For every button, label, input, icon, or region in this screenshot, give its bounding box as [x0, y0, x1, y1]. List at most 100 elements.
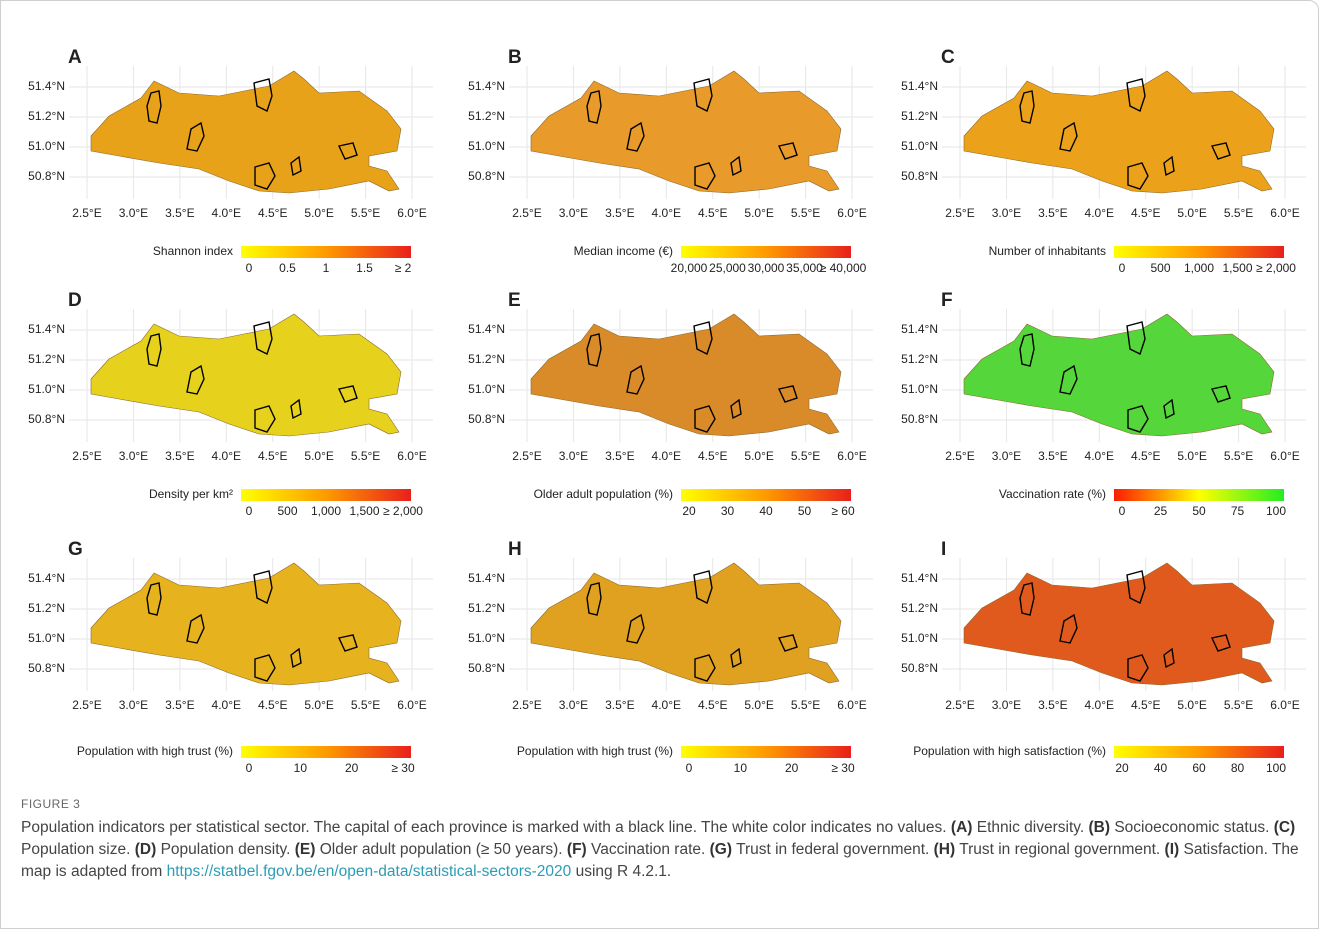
caption-key: (H) [933, 841, 956, 858]
legend-tick: 25,000 [709, 261, 746, 275]
lat-label: 51.2°N [28, 352, 65, 366]
lat-label: 50.8°N [28, 661, 65, 675]
map-panel: I51.4°N 51.2°N 51.0°N 50.8°N 2.5°E 3.0°E 3.5°E… [901, 539, 1306, 775]
lat-label: 51.2°N [901, 109, 938, 123]
legend-tick: 100 [1266, 504, 1286, 518]
capital-outline [626, 364, 645, 395]
caption-item: Older adult population (≥ 50 years). [319, 841, 563, 858]
legend-tick: 10 [294, 761, 308, 775]
lon-label: 5.5°E [351, 449, 380, 463]
capital-outline [693, 570, 713, 604]
lon-label: 5.0°E [744, 206, 773, 220]
lat-label: 51.2°N [901, 601, 938, 615]
capital-outline [586, 90, 602, 124]
lon-label: 4.0°E [212, 698, 241, 712]
legend-tick: 75 [1231, 504, 1245, 518]
lon-label: 3.5°E [605, 449, 634, 463]
lat-label: 51.4°N [901, 322, 938, 336]
capital-outline [1127, 654, 1149, 682]
caption-key: (C) [1273, 819, 1296, 836]
caption-key: (D) [134, 841, 157, 858]
capital-outline [730, 647, 742, 669]
lon-label: 6.0°E [397, 698, 426, 712]
source-suffix: using R 4.2.1. [575, 863, 672, 880]
region-map [530, 313, 842, 437]
caption: Population indicators per statistical se… [21, 817, 1306, 883]
lat-label: 51.0°N [468, 631, 505, 645]
capital-outline [1210, 634, 1231, 652]
caption-item: Ethnic diversity. [976, 819, 1085, 836]
source-link[interactable]: https://statbel.fgov.be/en/open-data/sta… [166, 863, 572, 880]
capital-outline [693, 321, 713, 355]
lon-label: 4.5°E [698, 206, 727, 220]
capital-outline [1210, 142, 1231, 160]
capital-outline [290, 398, 302, 420]
lon-label: 4.0°E [652, 449, 681, 463]
legend-tick: 50 [798, 504, 812, 518]
lon-label: 5.5°E [351, 698, 380, 712]
lon-label: 2.5°E [512, 206, 541, 220]
colorbar [1114, 489, 1284, 501]
lon-label: 5.0°E [304, 206, 333, 220]
lon-label: 3.5°E [605, 206, 634, 220]
legend-tick: 0 [1119, 261, 1126, 275]
lon-label: 6.0°E [837, 698, 866, 712]
legend-tick: 1 [323, 261, 330, 275]
capital-outline [1126, 78, 1146, 112]
lon-label: 3.5°E [165, 449, 194, 463]
lon-label: 3.5°E [1038, 449, 1067, 463]
legend-tick: 1,000 [311, 504, 341, 518]
capital-outline [1210, 385, 1231, 403]
region-map [90, 70, 402, 194]
capital-outline [146, 90, 162, 124]
region-map [530, 562, 842, 686]
legend-tick: ≥ 30 [831, 761, 855, 775]
panel-label: B [508, 47, 522, 68]
capital-outline [253, 570, 273, 604]
legend-tick: 20 [1115, 761, 1129, 775]
legend-tick: ≥ 60 [831, 504, 855, 518]
source-prefix: The map is adapted from [21, 841, 1299, 880]
lat-label: 51.0°N [28, 631, 65, 645]
colorbar [681, 746, 851, 758]
lon-label: 4.5°E [258, 449, 287, 463]
map-panel: E51.4°N 51.2°N 51.0°N 50.8°N 2.5°E 3.0°E 3.5°E… [468, 290, 873, 518]
legend-tick: 40 [759, 504, 773, 518]
capital-outline [146, 582, 162, 616]
colorbar [681, 246, 851, 258]
legend-tick: 1,500 [349, 504, 379, 518]
lon-label: 3.5°E [1038, 698, 1067, 712]
capital-outline [1163, 647, 1175, 669]
legend-tick: ≥ 40,000 [820, 261, 867, 275]
lat-label: 51.4°N [28, 322, 65, 336]
capital-outline [1127, 405, 1149, 433]
lon-label: 5.0°E [744, 449, 773, 463]
lat-label: 51.4°N [468, 322, 505, 336]
lat-label: 51.0°N [901, 382, 938, 396]
caption-item: Trust in regional government. [959, 841, 1161, 858]
lat-label: 51.2°N [901, 352, 938, 366]
legend-tick: 10 [734, 761, 748, 775]
legend-title: Number of inhabitants [989, 244, 1106, 258]
lon-label: 6.0°E [1270, 206, 1299, 220]
legend-title: Older adult population (%) [534, 487, 673, 501]
lat-label: 50.8°N [901, 169, 938, 183]
capital-outline [290, 155, 302, 177]
legend-tick: ≥ 2,000 [1256, 261, 1296, 275]
lon-label: 4.0°E [652, 698, 681, 712]
capital-outline [777, 385, 798, 403]
lat-label: 51.0°N [901, 139, 938, 153]
lat-label: 50.8°N [468, 169, 505, 183]
lon-label: 6.0°E [397, 206, 426, 220]
legend-tick: 30,000 [748, 261, 785, 275]
region-map [963, 313, 1275, 437]
region-map [90, 313, 402, 437]
colorbar [1114, 746, 1284, 758]
caption-key: (E) [294, 841, 316, 858]
capital-outline [254, 654, 276, 682]
capital-outline [254, 162, 276, 190]
capital-outline [1126, 570, 1146, 604]
legend-tick: 50 [1192, 504, 1206, 518]
capital-outline [1019, 582, 1035, 616]
lon-label: 5.5°E [1224, 698, 1253, 712]
